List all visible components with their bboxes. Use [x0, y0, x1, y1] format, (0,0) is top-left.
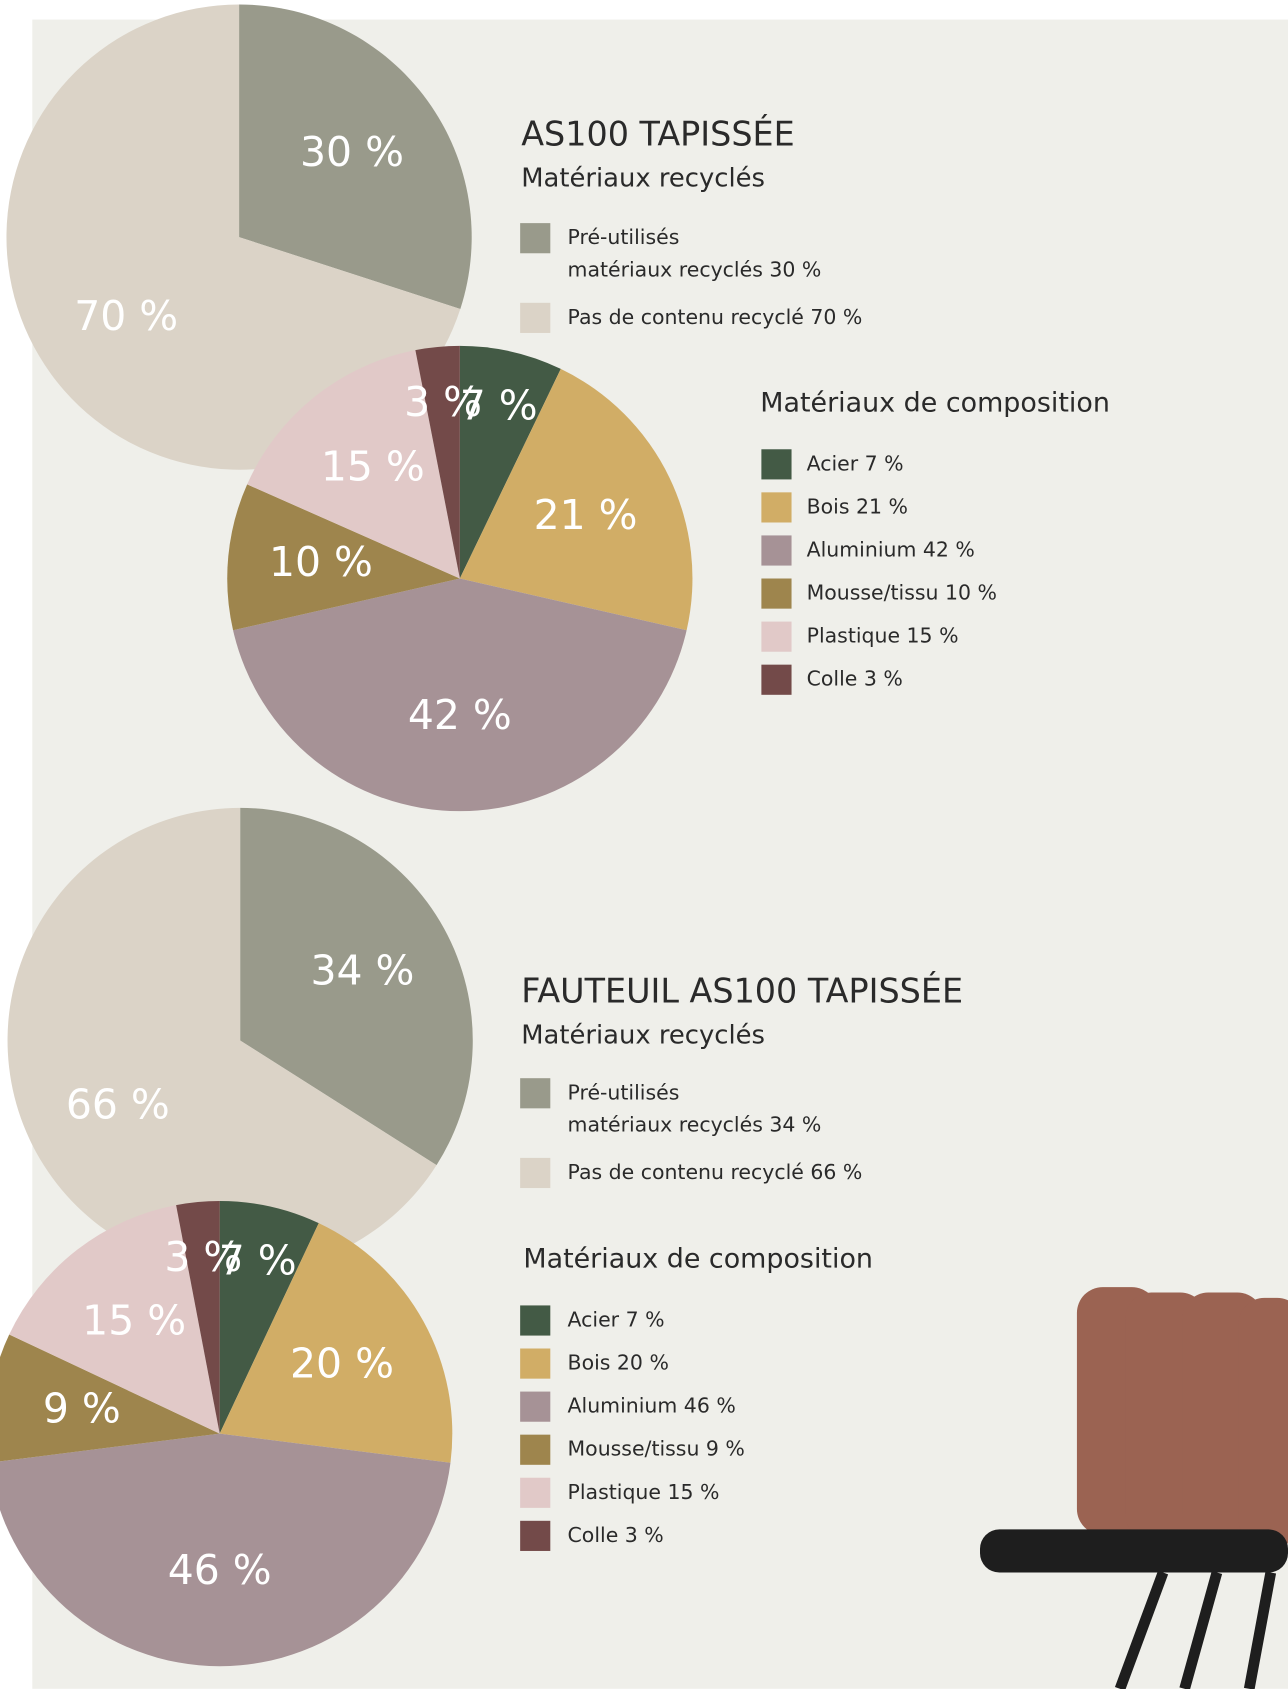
- slice-label: 3 %: [164, 1233, 242, 1281]
- slice-label: 34 %: [310, 946, 414, 994]
- legend-swatch: [520, 1521, 550, 1551]
- chart-title: Matériaux de composition: [760, 388, 1110, 419]
- chart-title: FAUTEUIL AS100 TAPISSÉE: [521, 971, 963, 1011]
- legend-label: Plastique 15 %: [568, 1480, 720, 1504]
- chart-subtitle: Matériaux recyclés: [521, 1021, 765, 1051]
- legend-label: Acier 7 %: [807, 451, 904, 475]
- legend-swatch: [520, 1392, 550, 1422]
- slice-label: 20 %: [290, 1339, 394, 1387]
- slice-label: 46 %: [168, 1546, 272, 1594]
- slice-label: 15 %: [321, 442, 425, 490]
- legend-label: Acier 7 %: [568, 1308, 665, 1332]
- legend-swatch: [520, 1305, 550, 1335]
- chart-title: Matériaux de composition: [523, 1244, 873, 1275]
- legend-swatch: [520, 223, 550, 253]
- legend-label: Bois 21 %: [807, 494, 908, 518]
- legend-label: Colle 3 %: [807, 667, 903, 691]
- legend-swatch: [761, 449, 791, 479]
- legend-label: Aluminium 46 %: [568, 1394, 736, 1418]
- legend-label: Mousse/tissu 9 %: [568, 1437, 745, 1461]
- legend-swatch: [520, 1158, 550, 1188]
- legend-label: Pas de contenu recyclé 66 %: [568, 1160, 863, 1184]
- slice-label: 15 %: [82, 1296, 186, 1344]
- legend-label: Plastique 15 %: [807, 624, 959, 648]
- legend-label: Colle 3 %: [568, 1523, 664, 1547]
- legend-swatch: [761, 622, 791, 652]
- chart-title: AS100 TAPISSÉE: [521, 113, 794, 153]
- chart-subtitle: Matériaux recyclés: [521, 163, 765, 193]
- legend-swatch: [520, 1349, 550, 1379]
- legend-swatch: [520, 1078, 550, 1108]
- slice-label: 3 %: [404, 378, 482, 426]
- slice-label: 66 %: [66, 1081, 170, 1129]
- slice-label: 42 %: [408, 691, 512, 739]
- legend-swatch: [761, 665, 791, 695]
- slice-label: 9 %: [43, 1385, 121, 1433]
- legend-label: Mousse/tissu 10 %: [807, 581, 997, 605]
- slice-label: 21 %: [534, 491, 638, 539]
- legend-label: Aluminium 42 %: [807, 538, 975, 562]
- slice-label: 30 %: [300, 128, 404, 176]
- legend-label: Bois 20 %: [568, 1351, 669, 1375]
- page: 30 % 70 % AS100 TAPISSÉE Matériaux recyclés…: [0, 0, 1288, 1689]
- infographic: 30 % 70 % AS100 TAPISSÉE Matériaux recyclés…: [0, 0, 1288, 1689]
- legend-swatch: [520, 1435, 550, 1465]
- legend-swatch: [761, 535, 791, 565]
- legend-label: Pas de contenu recyclé 70 %: [568, 305, 863, 329]
- slice-label: 10 %: [269, 538, 373, 586]
- legend-swatch: [761, 492, 791, 522]
- legend-swatch: [520, 303, 550, 333]
- legend-swatch: [761, 579, 791, 609]
- slice-label: 70 %: [74, 292, 178, 340]
- legend-swatch: [520, 1478, 550, 1508]
